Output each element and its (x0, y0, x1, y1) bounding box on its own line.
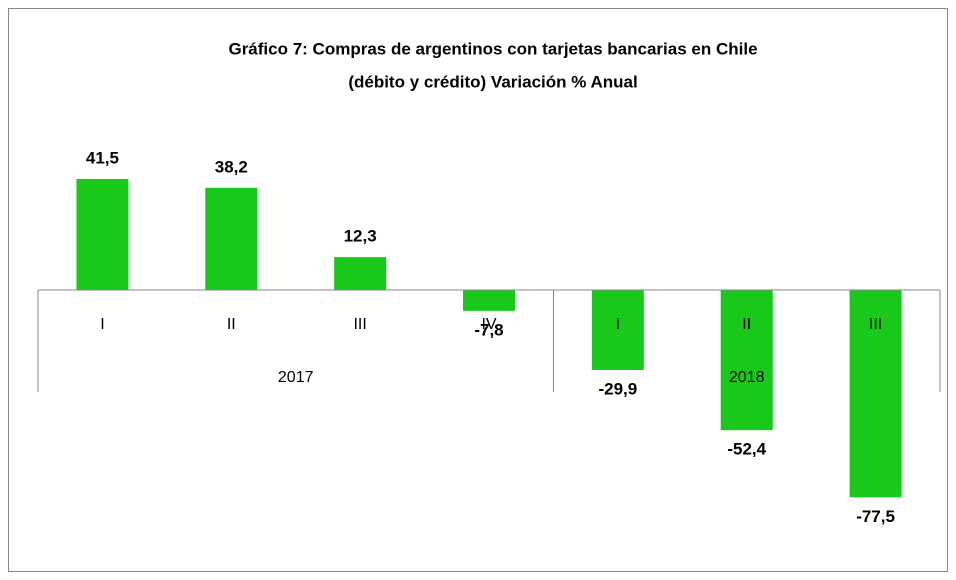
data-label: 12,3 (344, 227, 377, 246)
data-label: -7,8 (474, 320, 503, 339)
x-tick-label: II (227, 316, 236, 333)
chart-title: Gráfico 7: Compras de argentinos con tar… (228, 39, 757, 58)
bar (76, 178, 129, 290)
data-label: -52,4 (727, 440, 766, 459)
bar (205, 187, 258, 290)
x-tick-label: IV (481, 316, 496, 333)
chart-title: (débito y crédito) Variación % Anual (348, 72, 637, 91)
x-tick-label: III (869, 316, 882, 333)
bar (849, 290, 902, 498)
data-label: -29,9 (598, 379, 637, 398)
x-tick-label: I (616, 316, 620, 333)
data-label: 41,5 (86, 148, 119, 167)
x-tick-label: I (100, 316, 104, 333)
bar (720, 290, 773, 431)
bar (463, 290, 515, 311)
data-label: 38,2 (215, 157, 248, 176)
bar (334, 257, 387, 290)
bar (591, 290, 644, 370)
x-tick-label: II (742, 316, 751, 333)
data-label: -77,5 (856, 507, 895, 526)
x-tick-label: III (353, 316, 366, 333)
group-label: 2017 (278, 369, 314, 386)
group-label: 2018 (729, 369, 765, 386)
